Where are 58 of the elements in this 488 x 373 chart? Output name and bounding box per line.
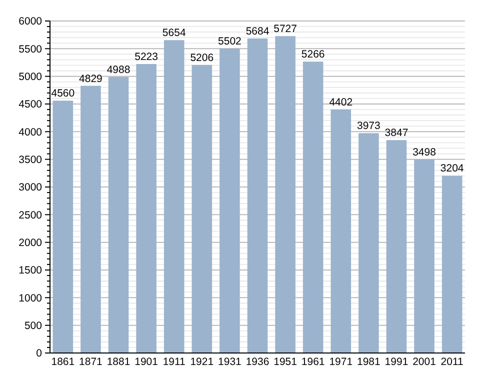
data-label: 4988 xyxy=(106,64,130,76)
bar xyxy=(192,64,212,353)
y-tick-label: 6000 xyxy=(18,16,42,28)
x-tick-label: 1936 xyxy=(246,356,270,368)
y-tick-label: 3500 xyxy=(18,154,42,166)
bar xyxy=(164,40,184,353)
bar xyxy=(247,38,268,353)
x-tick-label: 2001 xyxy=(412,356,436,368)
data-label: 5206 xyxy=(190,52,214,64)
x-tick-label: 1981 xyxy=(357,356,381,368)
y-tick-label: 0 xyxy=(36,348,42,360)
bar xyxy=(330,109,352,353)
y-tick-label: 2000 xyxy=(18,237,42,250)
bar xyxy=(302,62,324,353)
x-tick-label: 1901 xyxy=(134,356,158,368)
data-label: 3204 xyxy=(440,162,464,175)
y-tick-label: 3000 xyxy=(18,182,42,194)
x-tick-label: 1951 xyxy=(274,356,298,368)
x-tick-label: 1931 xyxy=(218,356,242,368)
x-tick-label: 1881 xyxy=(106,356,130,368)
data-label: 5223 xyxy=(134,50,158,63)
bar xyxy=(220,48,240,353)
x-tick-label: 2011 xyxy=(440,356,464,368)
data-label: 5684 xyxy=(246,25,270,38)
x-tick-label: 1871 xyxy=(79,356,103,368)
bar xyxy=(80,86,101,353)
x-tick-label: 1861 xyxy=(51,356,75,368)
y-tick-label: 1500 xyxy=(18,264,42,277)
bar xyxy=(136,64,156,353)
data-label: 3498 xyxy=(412,146,436,158)
bar xyxy=(442,176,462,353)
data-label: 4402 xyxy=(329,96,353,108)
data-label: 3973 xyxy=(357,120,381,132)
y-tick-label: 4000 xyxy=(18,126,42,138)
y-tick-label: 5500 xyxy=(18,43,42,56)
x-tick-label: 1961 xyxy=(301,356,325,368)
y-tick-label: 5000 xyxy=(18,71,42,84)
bar xyxy=(358,133,379,353)
x-tick-label: 1921 xyxy=(190,356,214,368)
data-label: 4829 xyxy=(79,72,103,85)
x-tick-label: 1971 xyxy=(329,356,353,368)
bar xyxy=(108,76,129,353)
bar xyxy=(414,159,434,353)
y-tick-label: 1000 xyxy=(18,292,42,304)
bar xyxy=(52,100,74,353)
bar xyxy=(275,36,296,353)
data-label: 4560 xyxy=(51,88,75,100)
bar xyxy=(386,140,407,353)
data-label: 5266 xyxy=(301,48,325,61)
x-tick-label: 1911 xyxy=(162,356,186,368)
data-label: 3847 xyxy=(384,127,408,140)
y-tick-label: 2500 xyxy=(18,209,42,222)
data-label: 5654 xyxy=(162,27,186,40)
data-label: 5727 xyxy=(274,23,298,36)
y-tick-label: 500 xyxy=(24,320,42,332)
y-tick-label: 4500 xyxy=(18,98,42,111)
x-tick-label: 1991 xyxy=(384,356,408,368)
data-label: 5502 xyxy=(218,36,242,48)
